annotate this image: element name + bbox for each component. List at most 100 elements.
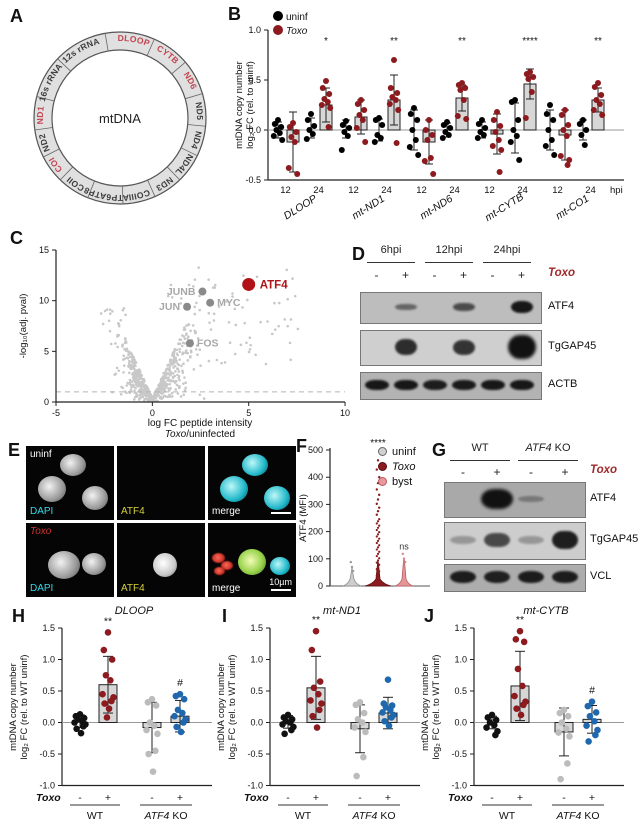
- cloud-point: [285, 268, 289, 272]
- violin-uninf: [342, 566, 362, 587]
- data-point: [512, 636, 520, 643]
- cloud-point: [132, 366, 136, 370]
- nucleus: [238, 549, 266, 575]
- ring-band: [34, 32, 206, 204]
- data-point: [424, 137, 431, 143]
- cloud-point: [173, 359, 177, 362]
- cloud-point: [142, 378, 146, 382]
- protein-band: [480, 379, 505, 391]
- cloud-point: [175, 383, 179, 387]
- lane-sign: +: [493, 465, 501, 479]
- data-point: [557, 153, 564, 159]
- data-point: [104, 629, 112, 636]
- toxo-condition-label: Toxo: [590, 464, 618, 476]
- data-point: [375, 468, 378, 471]
- x-tick-label: 24: [449, 185, 460, 196]
- y-tick-label: 0.0: [42, 718, 55, 728]
- cloud-point: [184, 351, 187, 355]
- cloud-point: [182, 335, 186, 338]
- toxo-condition-label: Toxo: [548, 267, 576, 279]
- lane-sign: -: [78, 792, 82, 804]
- data-point: [308, 111, 314, 117]
- cloud-point: [139, 370, 142, 373]
- cloud-point: [130, 386, 133, 389]
- data-point: [108, 656, 116, 663]
- cloud-point: [193, 312, 197, 316]
- data-point: [99, 690, 106, 698]
- data-point: [286, 124, 293, 130]
- data-point: [375, 522, 378, 525]
- lane-group-label: ATF4 KO: [525, 442, 571, 454]
- segment-divider: [104, 33, 109, 52]
- data-point: [376, 565, 380, 569]
- lane-sign: -: [150, 792, 154, 804]
- cloud-point: [176, 353, 179, 357]
- legend-label: byst: [392, 475, 413, 488]
- cloud-point: [121, 308, 125, 312]
- cloud-point: [134, 386, 137, 390]
- data-point: [404, 560, 407, 564]
- cloud-point: [239, 343, 243, 347]
- cloud-point: [137, 389, 141, 392]
- data-point: [385, 722, 393, 729]
- data-point: [271, 121, 278, 127]
- data-point: [566, 733, 573, 740]
- atf4-point: [242, 277, 256, 291]
- data-point: [303, 136, 310, 142]
- cloud-point: [178, 350, 182, 354]
- panel-a-mtdna-map: DLOOPCYTBND6ND5ND4ND4LND3COIIIATP6ATP8CO…: [33, 31, 207, 205]
- data-point: [311, 123, 318, 129]
- cloud-point: [209, 328, 213, 331]
- data-point: [378, 531, 381, 534]
- data-point: [576, 121, 583, 127]
- cloud-point: [149, 396, 152, 399]
- data-point: [352, 701, 360, 709]
- protein-band: [518, 496, 544, 502]
- data-point: [489, 143, 496, 149]
- data-point: [479, 117, 485, 123]
- cloud-point: [139, 381, 142, 384]
- cloud-point: [162, 372, 165, 375]
- cloud-point: [288, 341, 292, 345]
- y-tick-label: 1.0: [250, 655, 263, 665]
- blot-row-label: TgGAP45: [590, 533, 639, 545]
- y-tick-label: -0.5: [39, 749, 55, 759]
- cloud-point: [160, 377, 164, 381]
- segment-divider: [34, 127, 53, 131]
- y-tick-label: 300: [308, 499, 323, 509]
- legend-label: Toxo: [392, 460, 416, 473]
- data-point: [145, 750, 152, 758]
- data-point: [319, 85, 326, 91]
- data-point: [362, 728, 369, 736]
- cloud-point: [117, 369, 121, 372]
- panel-g-westernblot: WT ATF4 KO - + - + Toxo ATF4 TgGAP45 VCL: [436, 438, 640, 608]
- cloud-point: [127, 364, 130, 368]
- protein-band: [394, 303, 417, 311]
- data-point: [496, 169, 503, 175]
- data-point: [179, 709, 186, 717]
- cloud-point: [136, 384, 140, 388]
- data-point: [508, 99, 515, 105]
- data-point: [291, 139, 298, 145]
- scale-bar: [271, 512, 291, 514]
- data-point: [101, 700, 108, 707]
- data-point: [407, 111, 414, 117]
- y-tick-label: 0.0: [250, 718, 263, 728]
- protein-band: [509, 379, 534, 391]
- data-point: [151, 722, 158, 729]
- cloud-point: [123, 357, 127, 361]
- cloud-point: [160, 380, 164, 384]
- legend-dot: [378, 462, 387, 471]
- cloud-point: [168, 358, 172, 362]
- cloud-point: [212, 312, 216, 316]
- cloud-point: [115, 366, 119, 370]
- data-point: [513, 705, 520, 712]
- cloud-point: [119, 393, 123, 396]
- cloud-point: [228, 341, 232, 344]
- cloud-point: [124, 313, 127, 317]
- data-point: [392, 97, 399, 103]
- protein-band: [518, 571, 544, 583]
- data-point: [402, 557, 406, 560]
- data-point: [285, 165, 292, 171]
- data-point: [376, 552, 380, 556]
